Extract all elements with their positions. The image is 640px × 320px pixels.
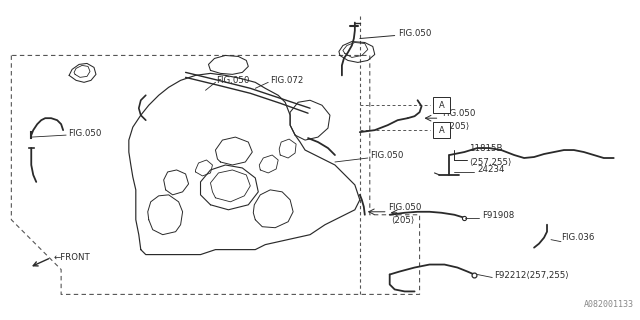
Text: FIG.050: FIG.050: [370, 150, 403, 160]
Text: FIG.050: FIG.050: [442, 109, 476, 118]
Text: ⟨205⟩: ⟨205⟩: [392, 216, 415, 225]
Text: A: A: [438, 126, 444, 135]
Text: F92212⟨257,255⟩: F92212⟨257,255⟩: [494, 271, 569, 280]
Bar: [433, 97, 451, 113]
Text: ⟨257,255⟩: ⟨257,255⟩: [469, 157, 512, 166]
Text: FIG.072: FIG.072: [270, 76, 303, 85]
Text: FIG.036: FIG.036: [561, 233, 595, 242]
Text: FIG.050: FIG.050: [216, 76, 250, 85]
Text: FIG.050: FIG.050: [68, 129, 102, 138]
Text: F91908: F91908: [483, 211, 515, 220]
Text: 11815B: 11815B: [469, 144, 503, 153]
Text: 24234: 24234: [477, 165, 505, 174]
Text: ⟨205⟩: ⟨205⟩: [447, 122, 470, 131]
Text: FIG.050: FIG.050: [388, 203, 421, 212]
Text: ←FRONT: ←FRONT: [53, 253, 90, 262]
Text: A: A: [438, 101, 444, 110]
Text: A082001133: A082001133: [584, 300, 634, 309]
Text: FIG.050: FIG.050: [397, 29, 431, 38]
Bar: [433, 122, 451, 138]
